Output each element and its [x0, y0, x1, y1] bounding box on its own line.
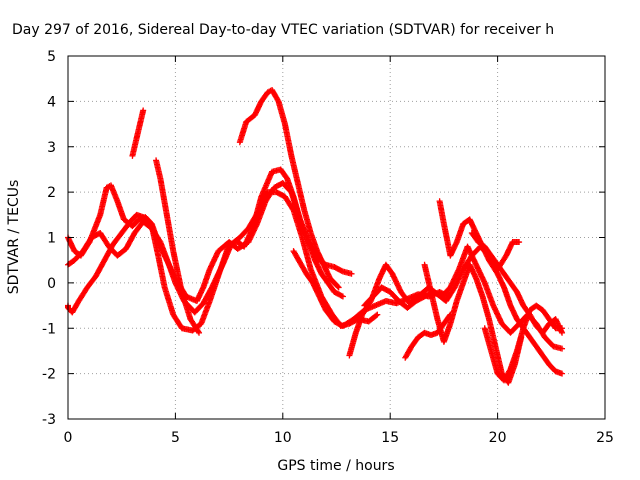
x-tick-label: 0 — [64, 430, 73, 446]
x-tick-label: 5 — [171, 430, 180, 446]
y-axis-label: SDTVAR / TECUs — [6, 180, 22, 295]
data-series — [236, 87, 342, 291]
y-tick-label: -3 — [42, 412, 56, 428]
data-point — [196, 329, 203, 336]
axis-ticks — [67, 55, 606, 420]
x-axis-label: GPS time / hours — [277, 458, 394, 474]
y-tick-label: -1 — [42, 321, 56, 337]
x-tick-label: 20 — [489, 430, 507, 446]
data-point — [374, 311, 381, 318]
chart-title: Day 297 of 2016, Sidereal Day-to-day VTE… — [12, 22, 554, 38]
data-point — [559, 370, 566, 377]
data-point — [348, 270, 355, 277]
data-series — [65, 189, 381, 329]
x-tick-label: 25 — [596, 430, 614, 446]
data-point — [516, 239, 523, 246]
data-point — [195, 328, 202, 335]
y-tick-label: 2 — [47, 185, 56, 201]
data-series — [129, 107, 147, 159]
data-point — [335, 284, 342, 291]
data-point — [559, 345, 566, 352]
y-tick-label: 0 — [47, 276, 56, 292]
x-tick-label: 10 — [274, 430, 292, 446]
y-tick-label: 3 — [47, 140, 56, 156]
data-point — [334, 283, 341, 290]
data-point — [339, 293, 346, 300]
y-axis-tick-labels: -3 -2 -1 0 1 2 3 4 5 — [42, 49, 56, 428]
x-axis-tick-labels: 0 5 10 15 20 25 — [64, 430, 614, 446]
y-tick-label: 5 — [47, 49, 56, 65]
x-tick-label: 15 — [381, 430, 399, 446]
data-point — [559, 325, 566, 332]
data-series — [436, 198, 566, 377]
data-series — [361, 243, 566, 352]
data-point — [140, 107, 147, 114]
y-tick-label: 4 — [47, 94, 56, 110]
data-points — [65, 87, 566, 386]
y-tick-label: 1 — [47, 231, 56, 247]
data-series — [481, 302, 566, 384]
data-series — [153, 157, 203, 336]
y-tick-label: -2 — [42, 367, 56, 383]
data-point — [373, 312, 380, 319]
grid-lines — [68, 56, 605, 419]
